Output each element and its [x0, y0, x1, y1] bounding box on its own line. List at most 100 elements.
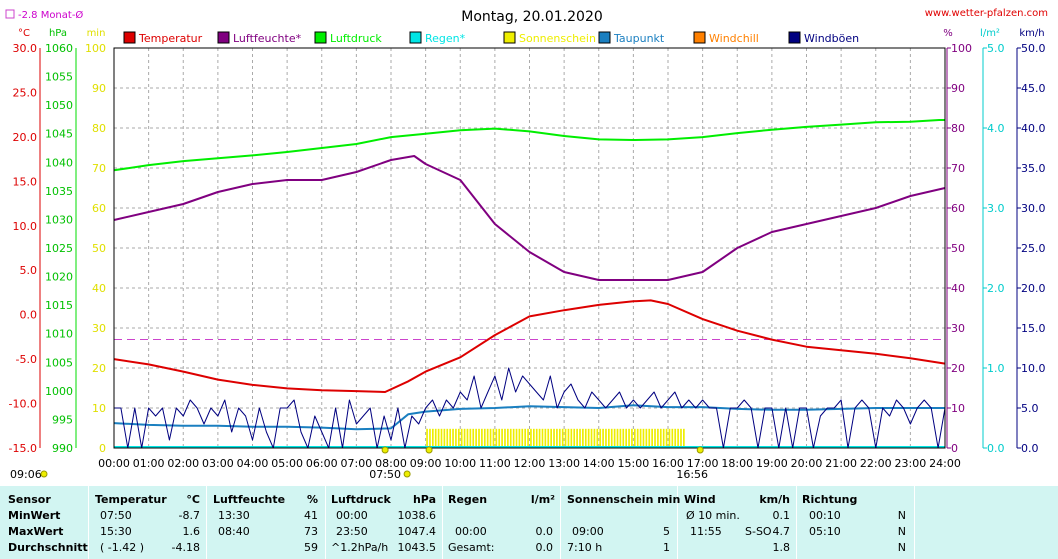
sunshine-bar — [452, 428, 454, 448]
humidity-axis-tick: 0 — [951, 442, 958, 455]
temp-axis-tick: 5.0 — [20, 264, 38, 277]
header-sonnenschein: Sonnenschein min — [567, 493, 681, 506]
sunshine-bar — [668, 428, 671, 448]
sunshine-bar — [608, 428, 610, 448]
x-tick-label: 22:00 — [860, 457, 892, 470]
minutes-unit-label: min — [87, 28, 106, 39]
x-tick-label: 05:00 — [271, 457, 303, 470]
x-tick-label: 20:00 — [791, 457, 823, 470]
sunshine-bar — [582, 428, 584, 448]
sunshine-bar — [434, 428, 437, 448]
series-line-luftdruck — [113, 119, 945, 172]
max-pres-time: 23:50 — [336, 525, 368, 538]
pressure-axis-tick: 1035 — [45, 185, 73, 198]
sunshine-bar — [475, 428, 477, 448]
pressure-axis-tick: 1040 — [45, 156, 73, 169]
header-luftfeuchte: Luftfeuchte — [213, 493, 286, 506]
max-sun-value: 5 — [663, 525, 670, 538]
marker-dot — [696, 446, 704, 454]
sunshine-bar — [509, 428, 512, 448]
sunshine-bar — [665, 428, 668, 448]
rain-axis-tick: 2.0 — [987, 282, 1005, 295]
minutes-axis-tick: 60 — [92, 202, 106, 215]
rain-axis-tick: 5.0 — [987, 42, 1005, 55]
sunshine-bar — [645, 428, 648, 448]
wind-axis-tick: 0.0 — [1021, 442, 1039, 455]
sunshine-bar — [426, 428, 428, 448]
x-tick-label: 18:00 — [721, 457, 753, 470]
pressure-axis-tick: 990 — [52, 442, 73, 455]
wind-axis-tick: 35.0 — [1021, 162, 1046, 175]
sunshine-bar — [631, 428, 633, 448]
temp-axis-tick: -15.0 — [9, 442, 37, 455]
sunshine-bar — [683, 428, 685, 448]
sunshine-bar — [628, 428, 630, 448]
row-min-label: MinWert — [8, 509, 61, 522]
sunshine-bar — [449, 428, 451, 448]
rain-axis-tick: 0.0 — [987, 442, 1005, 455]
sunshine-bar — [613, 428, 616, 448]
x-tick-label: 10:00 — [444, 457, 476, 470]
header-sensor: Sensor — [8, 493, 51, 506]
avg-pres-value: 1043.5 — [397, 541, 437, 554]
max-rain-time: 00:00 — [455, 525, 487, 538]
minutes-axis-tick: 40 — [92, 282, 106, 295]
sunshine-bar — [478, 428, 480, 448]
humidity-axis-tick: 10 — [951, 402, 965, 415]
avg-dir-value: N — [897, 541, 906, 554]
wind-axis-tick: 45.0 — [1021, 82, 1046, 95]
pressure-axis-tick: 1050 — [45, 99, 73, 112]
series-line-windben — [114, 367, 946, 449]
sunshine-bar — [659, 428, 662, 448]
avg-rain-value: 0.0 — [535, 541, 554, 554]
minutes-axis-tick: 80 — [92, 122, 106, 135]
sunshine-bar — [602, 428, 604, 448]
temp-axis-tick: 30.0 — [13, 42, 38, 55]
legend-swatch — [409, 31, 422, 44]
max-wind-value: 4.7 — [772, 525, 791, 538]
pressure-axis-tick: 1020 — [45, 271, 73, 284]
sunshine-bar — [495, 428, 498, 448]
sunshine-bar — [460, 428, 463, 448]
x-tick-label: 03:00 — [202, 457, 234, 470]
sunshine-bar — [535, 428, 538, 448]
sunshine-bar — [443, 428, 446, 448]
x-tick-label: 13:00 — [548, 457, 580, 470]
sunshine-bar — [570, 428, 573, 448]
legend-swatch — [503, 31, 516, 44]
sunshine-bar — [515, 428, 518, 448]
humidity-axis-tick: 80 — [951, 122, 965, 135]
pressure-axis-tick: 1060 — [45, 42, 73, 55]
temp-unit-label: °C — [18, 28, 30, 39]
max-dir-time: 05:10 — [809, 525, 841, 538]
pressure-axis-tick: 1055 — [45, 71, 73, 84]
minutes-axis-tick: 30 — [92, 322, 106, 335]
marker-dot — [381, 446, 389, 454]
sunshine-bar — [657, 428, 659, 448]
rain-axis-tick: 1.0 — [987, 362, 1005, 375]
pressure-axis-tick: 1015 — [45, 299, 73, 312]
sun-icon — [40, 470, 48, 478]
temp-axis-tick: 10.0 — [13, 220, 38, 233]
pressure-unit-label: hPa — [49, 28, 67, 39]
month-avg-label: -2.8 Monat-Ø — [18, 9, 83, 21]
marker-label: 09:06 — [10, 468, 42, 481]
series-line-taupunkt — [113, 404, 945, 431]
chart-grid — [114, 48, 945, 448]
header-luftdruck: Luftdruck — [331, 493, 391, 506]
minutes-axis-tick: 50 — [92, 242, 106, 255]
x-tick-label: 21:00 — [825, 457, 857, 470]
sunshine-bar — [596, 428, 599, 448]
sun-icon — [403, 470, 411, 478]
x-tick-label: 01:00 — [133, 457, 165, 470]
marker-label: 16:56 — [676, 468, 708, 481]
sunshine-bar — [622, 428, 625, 448]
max-temp-time: 15:30 — [100, 525, 132, 538]
marker-dot — [425, 446, 433, 454]
sunshine-bar — [550, 428, 552, 448]
legend-label: Taupunkt — [613, 32, 665, 45]
min-dir-value: N — [897, 509, 906, 522]
sunshine-bar — [625, 428, 628, 448]
sunshine-bar — [579, 428, 581, 448]
sunshine-bar — [469, 428, 472, 448]
